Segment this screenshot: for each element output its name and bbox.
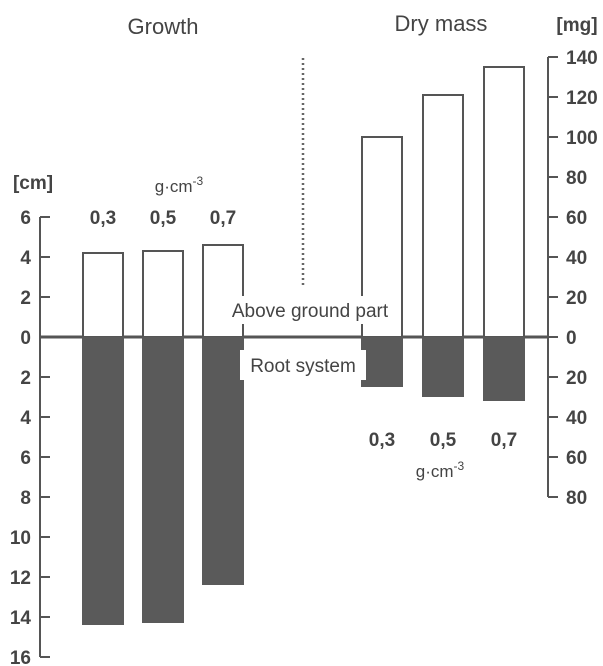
growth-above-bar <box>142 250 184 338</box>
right-axis-unit: [mg] <box>556 15 597 36</box>
right-tick-label: 120 <box>566 88 598 109</box>
dry-mass-density-unit-exponent: -3 <box>454 459 465 473</box>
dry-mass-title: Dry mass <box>395 11 488 36</box>
left-tick-label: 10 <box>10 528 31 549</box>
growth-density-unit: g·cm-3 <box>155 174 204 196</box>
growth-density-label: 0,7 <box>210 208 236 229</box>
growth-density-label: 0,5 <box>150 208 177 229</box>
dry-mass-above-bar <box>483 66 525 338</box>
dry-mass-density-label: 0,5 <box>430 430 457 451</box>
left-tick-label: 8 <box>20 488 31 509</box>
above-ground-label: Above ground part <box>232 301 389 322</box>
chart-text-layer: 6420246810121416[cm]14012010080604020020… <box>10 11 598 666</box>
right-tick-label: 140 <box>566 48 598 69</box>
right-tick-label: 20 <box>566 288 587 309</box>
left-tick-label: 12 <box>10 568 31 589</box>
left-tick-label: 4 <box>20 408 31 429</box>
right-tick-label: 100 <box>566 128 598 149</box>
right-tick-label: 80 <box>566 168 587 189</box>
dry-mass-density-label: 0,3 <box>369 430 395 451</box>
growth-root-bar <box>202 337 244 585</box>
dry-mass-density-label: 0,7 <box>491 430 517 451</box>
dry-mass-above-bar <box>422 94 464 338</box>
growth-title: Growth <box>128 14 199 39</box>
right-tick-label: 60 <box>566 448 587 469</box>
left-tick-label: 2 <box>20 288 31 309</box>
right-tick-label: 0 <box>566 328 577 349</box>
left-tick-label: 6 <box>20 208 31 229</box>
left-tick-label: 14 <box>10 608 32 629</box>
dry-mass-density-unit: g·cm-3 <box>416 459 465 481</box>
chart-bars-layer <box>82 66 525 625</box>
growth-root-bar <box>82 337 124 625</box>
growth-above-bar <box>82 252 124 338</box>
right-tick-label: 80 <box>566 488 587 509</box>
right-tick-label: 20 <box>566 368 587 389</box>
dry-mass-root-bar <box>422 337 464 397</box>
left-tick-label: 2 <box>20 368 31 389</box>
left-tick-label: 4 <box>20 248 31 269</box>
dry-mass-density-unit-base: g·cm <box>416 462 454 481</box>
right-tick-label: 40 <box>566 248 587 269</box>
left-tick-label: 6 <box>20 448 31 469</box>
left-axis-unit: [cm] <box>13 173 53 194</box>
root-system-label-bg <box>240 350 366 380</box>
right-tick-label: 40 <box>566 408 587 429</box>
above-ground-label-bg <box>220 296 400 324</box>
left-tick-label: 0 <box>20 328 31 349</box>
growth-root-bar <box>142 337 184 623</box>
root-system-label: Root system <box>250 356 356 377</box>
growth-density-label: 0,3 <box>90 208 116 229</box>
growth-density-unit-base: g·cm <box>155 177 193 196</box>
left-tick-label: 16 <box>10 648 31 666</box>
right-tick-label: 60 <box>566 208 587 229</box>
dry-mass-root-bar <box>361 337 403 387</box>
dry-mass-root-bar <box>483 337 525 401</box>
growth-density-unit-exponent: -3 <box>193 174 204 188</box>
